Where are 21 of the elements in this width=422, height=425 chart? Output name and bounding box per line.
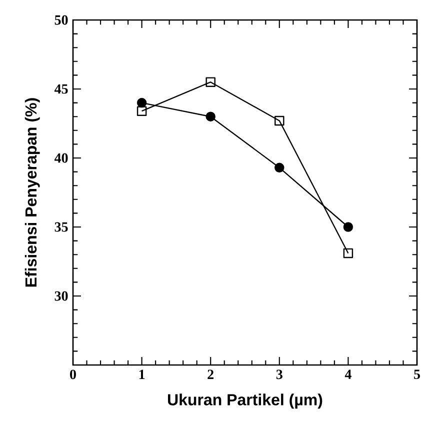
x-tick-label: 5 [414, 370, 420, 380]
y-axis-title: Efisiensi Penyerapan (%) [24, 98, 40, 287]
y-tick-label: 35 [54, 222, 68, 232]
y-tick-label: 50 [54, 15, 68, 25]
point [274, 162, 284, 173]
x-tick-label: 3 [276, 370, 282, 380]
point [136, 106, 147, 116]
y-tick-label: 45 [54, 84, 68, 94]
x-tick-label: 4 [344, 370, 352, 379]
x-tick-label: 1 [139, 370, 145, 379]
x-tick-label: 0 [70, 370, 76, 380]
point [343, 248, 354, 258]
point [206, 77, 216, 87]
x-tick-label: 2 [208, 370, 214, 379]
point [206, 112, 216, 122]
point [343, 222, 354, 232]
point [136, 98, 147, 108]
y-tick-label: 40 [54, 153, 68, 163]
y-tick-label: 30 [54, 291, 68, 301]
point [274, 116, 284, 126]
x-axis-title: Ukuran Partikel (µm) [168, 394, 322, 409]
